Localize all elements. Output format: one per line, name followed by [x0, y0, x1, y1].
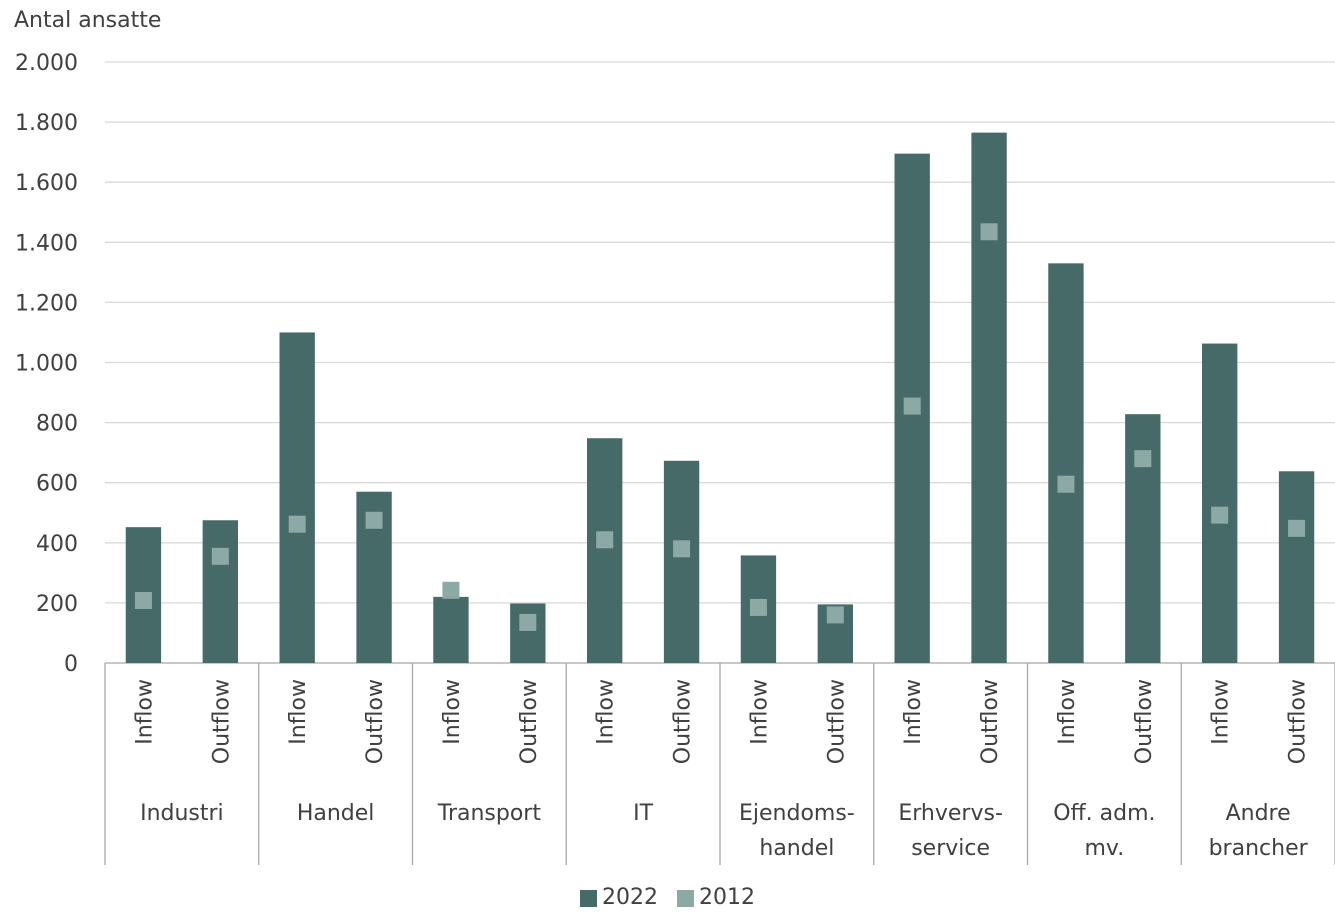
legend-swatch-2022 [580, 889, 597, 907]
x-group-label: Erhvervs- [898, 801, 1003, 826]
marker-2012 [980, 223, 998, 241]
x-group-label: brancher [1209, 836, 1309, 861]
y-tick-label: 1.600 [15, 171, 78, 196]
marker-2012 [1211, 506, 1229, 524]
y-tick-label: 1.400 [15, 231, 78, 256]
marker-2012 [673, 540, 691, 558]
x-subcategory-label: Inflow [1209, 679, 1234, 745]
legend-swatch-2012 [677, 889, 694, 907]
x-axis: Inflow Outflow Inflow Outflow Inflow Outflow I… [104, 663, 1335, 865]
legend-item-2012: 2012 [677, 886, 755, 910]
x-group-label: mv. [1085, 836, 1125, 861]
marker-2012 [134, 591, 152, 609]
bar-2022 [587, 438, 623, 663]
x-subcategory-label: Inflow [132, 679, 157, 745]
x-group-label: Transport [437, 801, 542, 826]
x-subcategory-label: Outflow [1286, 679, 1311, 764]
y-tick-label: 2.000 [15, 51, 78, 76]
x-group-label: Andre [1226, 801, 1291, 826]
x-subcategory-label: Outflow [517, 679, 542, 764]
x-group-label: Handel [297, 801, 375, 826]
x-group-label: IT [633, 801, 653, 826]
marker-2012 [442, 581, 460, 599]
x-subcategory-label: Outflow [363, 679, 388, 764]
x-subcategory-label: Inflow [901, 679, 926, 745]
x-group-label: service [911, 836, 990, 861]
y-tick-label: 600 [36, 472, 78, 497]
marker-2012 [749, 598, 767, 616]
marker-2012 [211, 547, 229, 565]
marker-2012 [1134, 450, 1152, 468]
bar-2022 [663, 460, 700, 663]
y-tick-label: 400 [36, 532, 78, 557]
y-axis-ticks: 0 200 400 600 800 1.000 1.200 1.400 1.600 1.800 2.… [15, 51, 78, 677]
x-group-label: handel [759, 836, 834, 861]
bar-2022 [971, 132, 1007, 663]
marker-2012 [365, 511, 383, 529]
x-subcategory-label: Inflow [1055, 679, 1080, 745]
legend-label-2012: 2012 [699, 885, 755, 910]
marker-2012 [903, 397, 921, 415]
x-subcategory-label: Inflow [440, 679, 465, 745]
bar-2022 [1202, 343, 1238, 663]
bar-2022 [433, 596, 469, 663]
bar-chart: 0 200 400 600 800 1.000 1.200 1.400 1.600 1.800 2.… [15, 51, 1335, 865]
legend-label-2022: 2022 [602, 885, 658, 910]
x-group-label: Industri [140, 801, 224, 826]
marker-2012 [519, 613, 537, 631]
marker-2012 [1057, 475, 1075, 493]
bar-2022 [510, 603, 546, 663]
bar-2022 [1048, 263, 1084, 663]
bar-2022 [1278, 471, 1315, 663]
y-axis-title: Antal ansatte [14, 8, 162, 33]
marker-2012 [596, 531, 614, 549]
marker-2012 [826, 606, 844, 624]
marker-series-2012 [134, 223, 1306, 631]
y-tick-label: 200 [36, 592, 78, 617]
x-subcategory-label: Outflow [209, 679, 234, 764]
y-tick-label: 0 [64, 652, 78, 677]
x-subcategory-label: Outflow [824, 679, 849, 764]
legend-item-2022: 2022 [580, 886, 658, 910]
x-subcategory-label: Inflow [286, 679, 311, 745]
marker-2012 [1288, 519, 1306, 537]
y-tick-label: 1.800 [15, 111, 78, 136]
x-subcategory-label: Outflow [671, 679, 696, 764]
x-group-label: Ejendoms- [739, 801, 855, 826]
y-tick-label: 800 [36, 412, 78, 437]
bar-2022 [202, 520, 238, 663]
x-subcategory-label: Inflow [594, 679, 619, 745]
legend: 2022 2012 [0, 886, 1335, 913]
bar-series-2022 [125, 132, 1315, 663]
y-tick-label: 1.000 [15, 352, 78, 377]
x-subcategory-label: Inflow [747, 679, 772, 745]
x-group-label: Off. adm. [1053, 801, 1155, 826]
x-subcategory-label: Outflow [978, 679, 1003, 764]
y-tick-label: 1.200 [15, 291, 78, 316]
x-subcategory-label: Outflow [1132, 679, 1157, 764]
marker-2012 [288, 515, 306, 533]
bar-2022 [279, 332, 315, 663]
